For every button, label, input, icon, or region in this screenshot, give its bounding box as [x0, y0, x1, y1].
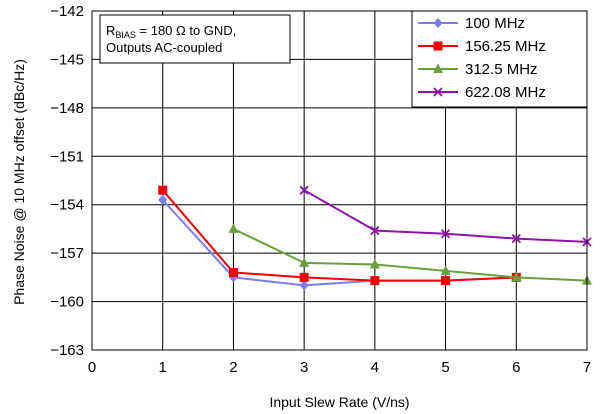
- annotation-r: R: [106, 23, 115, 38]
- data-point: [299, 257, 310, 267]
- data-point: [299, 272, 309, 282]
- legend: 100 MHz 156.25 MHz 312.5 MHz 622.08 MHz: [411, 10, 588, 108]
- data-point: [228, 268, 238, 278]
- marker-stroke: [299, 185, 309, 195]
- data-point: [299, 185, 309, 195]
- legend-marker: [433, 41, 443, 51]
- y-tick-label: −148: [50, 100, 84, 117]
- data-point: [511, 233, 521, 244]
- x-tick-label: 6: [512, 359, 520, 376]
- annotation-rest: = 180 Ω to GND,: [136, 23, 236, 38]
- annotation-frame: [99, 14, 291, 64]
- legend-label: 622.08 MHz: [465, 84, 546, 101]
- data-point: [441, 276, 451, 286]
- data-point: [440, 265, 451, 275]
- data-point: [369, 258, 380, 269]
- plot-frame: [91, 10, 588, 351]
- legend-marker: [433, 63, 443, 73]
- series-line: [232, 228, 588, 282]
- series-layer: [158, 185, 592, 291]
- x-tick-label: 1: [159, 359, 167, 376]
- legend-marker: [433, 87, 443, 97]
- tick-labels: 0 1 2 3 4 5 6 7 −142 −145 −148 −151 −154 −157 −160 −163: [50, 3, 591, 376]
- x-tick-label: 2: [229, 359, 237, 376]
- legend-label: 312.5 MHz: [465, 61, 538, 78]
- y-tick-label: −163: [50, 342, 84, 359]
- data-point: [158, 185, 168, 195]
- x-tick-label: 5: [441, 359, 449, 376]
- legend-entry: 100 MHz: [418, 15, 525, 32]
- data-point: [228, 223, 239, 233]
- y-tick-label: −154: [50, 197, 84, 214]
- x-tick-label: 3: [300, 359, 308, 376]
- y-tick-label: −151: [50, 148, 84, 165]
- data-point: [299, 280, 309, 291]
- x-tick-label: 0: [88, 359, 96, 376]
- marker-stroke: [433, 87, 443, 97]
- annotation-subscript: BIAS: [115, 30, 136, 40]
- legend-label: 156.25 MHz: [465, 38, 546, 55]
- annotation-line-1: RBIAS = 180 Ω to GND,: [106, 23, 236, 40]
- y-tick-label: −142: [50, 3, 84, 20]
- legend-entry: 622.08 MHz: [418, 84, 546, 101]
- x-tick-label: 7: [583, 359, 591, 376]
- data-point: [511, 271, 522, 282]
- data-point: [440, 229, 451, 239]
- data-point: [370, 225, 380, 236]
- data-point: [370, 276, 380, 286]
- y-tick-label: −160: [50, 294, 84, 311]
- annotation-box: RBIAS = 180 Ω to GND, Outputs AC-coupled: [99, 14, 291, 64]
- marker-stroke: [370, 225, 380, 236]
- x-tick-label: 4: [371, 359, 379, 376]
- legend-entry: 312.5 MHz: [418, 61, 538, 78]
- y-axis-label: Phase Noise @ 10 MHz offset (dBc/Hz): [11, 59, 27, 305]
- marker-stroke: [440, 229, 451, 239]
- series-line: [161, 189, 517, 282]
- marker-stroke: [511, 233, 521, 244]
- legend-entry: 156.25 MHz: [418, 38, 546, 55]
- data-point: [158, 194, 168, 205]
- legend-label: 100 MHz: [465, 15, 525, 32]
- y-tick-label: −145: [50, 51, 84, 68]
- x-axis-label: Input Slew Rate (V/ns): [269, 394, 409, 410]
- annotation-line-2: Outputs AC-coupled: [106, 40, 222, 55]
- legend-marker: [433, 18, 443, 28]
- y-tick-label: −157: [50, 245, 84, 262]
